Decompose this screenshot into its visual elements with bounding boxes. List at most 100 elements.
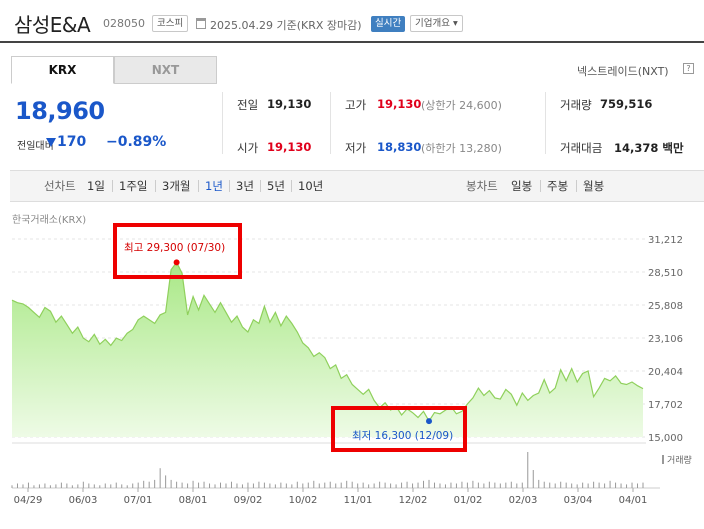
separator bbox=[155, 180, 156, 192]
high-value: 19,130 bbox=[377, 97, 422, 111]
volume-bar bbox=[598, 482, 600, 488]
tab-krx[interactable]: KRX bbox=[11, 56, 114, 84]
divider bbox=[222, 92, 223, 154]
volume-bar bbox=[455, 483, 457, 488]
volume-bar bbox=[44, 483, 46, 488]
x-tick-label: 04/01 bbox=[619, 495, 648, 506]
volume-label: 거래량 bbox=[560, 98, 592, 112]
price-area bbox=[12, 262, 643, 437]
volume-bar bbox=[549, 482, 551, 488]
volume-bar bbox=[71, 485, 73, 488]
volume-bar bbox=[362, 482, 364, 488]
volume-bar bbox=[247, 482, 249, 488]
x-tick-label: 03/04 bbox=[564, 495, 593, 506]
volume-bar bbox=[379, 481, 381, 488]
volume-bar bbox=[82, 481, 84, 488]
volume-bar bbox=[357, 483, 359, 488]
chart-source: 한국거래소(KRX) bbox=[12, 215, 87, 226]
volume-bar bbox=[220, 482, 222, 488]
volume-bar bbox=[587, 483, 589, 488]
volume-bar bbox=[225, 483, 227, 488]
low-point-marker bbox=[426, 418, 433, 425]
date-basis: 2025.04.29 기준(KRX 장마감) bbox=[210, 19, 362, 32]
y-tick-label: 15,000 bbox=[648, 433, 683, 444]
x-tick-label: 09/02 bbox=[234, 495, 263, 506]
volume-bar bbox=[466, 482, 468, 488]
x-tick-label: 12/02 bbox=[399, 495, 428, 506]
amount-label: 거래대금 bbox=[560, 141, 603, 155]
volume-bar bbox=[527, 452, 529, 488]
volume-bar bbox=[11, 485, 13, 488]
candle-monthly[interactable]: 월봉 bbox=[583, 179, 605, 193]
separator bbox=[576, 180, 577, 192]
volume-bar bbox=[148, 481, 150, 488]
candle-weekly[interactable]: 주봉 bbox=[547, 179, 569, 193]
volume-bar bbox=[335, 483, 337, 488]
high-annotation-box bbox=[113, 223, 242, 279]
stock-code: 028050 bbox=[103, 17, 145, 30]
volume-bar bbox=[346, 480, 348, 488]
x-tick-label: 07/01 bbox=[124, 495, 153, 506]
separator bbox=[112, 180, 113, 192]
volume-bar bbox=[274, 484, 276, 488]
volume-bar bbox=[16, 483, 18, 488]
low-annotation-box bbox=[331, 406, 467, 452]
volume-bar bbox=[115, 482, 117, 488]
divider bbox=[545, 92, 546, 154]
volume-bar bbox=[33, 485, 35, 488]
volume-bar bbox=[203, 481, 205, 488]
volume-bar bbox=[318, 483, 320, 488]
volume-bar bbox=[230, 481, 232, 488]
line-chart-label: 선차트 bbox=[44, 179, 76, 193]
volume-bar bbox=[296, 481, 298, 488]
volume-bar bbox=[637, 483, 639, 488]
volume-bar bbox=[176, 481, 178, 488]
high-label: 고가 bbox=[345, 98, 367, 112]
volume-bar bbox=[93, 484, 95, 488]
volume-bar bbox=[66, 483, 68, 488]
help-icon[interactable]: ? bbox=[683, 63, 694, 74]
prev-close-value: 19,130 bbox=[267, 97, 312, 111]
high-point-marker bbox=[173, 259, 180, 266]
volume-bar bbox=[170, 479, 172, 488]
volume-bar bbox=[340, 482, 342, 488]
volume-bar bbox=[505, 482, 507, 488]
range-5y[interactable]: 5년 bbox=[267, 179, 285, 193]
tab-nxt[interactable]: NXT bbox=[114, 56, 217, 84]
high-annotation-label: 최고 29,300 (07/30) bbox=[124, 242, 226, 254]
range-1d[interactable]: 1일 bbox=[87, 179, 105, 193]
volume-bar bbox=[55, 484, 57, 488]
range-1w[interactable]: 1주일 bbox=[119, 179, 148, 193]
current-price: 18,960 bbox=[15, 97, 105, 125]
x-tick-label: 08/01 bbox=[179, 495, 208, 506]
volume-bar bbox=[165, 475, 167, 488]
volume-bar bbox=[593, 481, 595, 488]
volume-bar bbox=[406, 481, 408, 488]
candle-daily[interactable]: 일봉 bbox=[511, 179, 533, 193]
market-badge: 코스피 bbox=[152, 15, 189, 32]
volume-bar bbox=[154, 479, 156, 488]
volume-legend-label: 거래량 bbox=[667, 454, 692, 466]
realtime-badge[interactable]: 실시간 bbox=[371, 16, 406, 32]
company-overview-button[interactable]: 기업개요 ▾ bbox=[410, 15, 463, 32]
volume-bar bbox=[412, 483, 414, 488]
volume-bar bbox=[571, 483, 573, 488]
volume-bar bbox=[280, 482, 282, 488]
volume-bar bbox=[477, 482, 479, 488]
low-label: 저가 bbox=[345, 141, 367, 155]
volume-bar bbox=[516, 483, 518, 488]
volume-bar bbox=[263, 482, 265, 488]
volume-bar bbox=[444, 484, 446, 488]
down-triangle-icon bbox=[46, 138, 56, 147]
range-1y[interactable]: 1년 bbox=[205, 179, 223, 193]
volume-bar bbox=[433, 482, 435, 488]
volume-bar bbox=[241, 484, 243, 488]
range-3y[interactable]: 3년 bbox=[236, 179, 254, 193]
volume-bar bbox=[121, 484, 123, 488]
range-10y[interactable]: 10년 bbox=[298, 179, 324, 193]
volume-bar bbox=[472, 480, 474, 488]
y-tick-label: 31,212 bbox=[648, 235, 683, 246]
volume-bar bbox=[631, 482, 633, 488]
range-3m[interactable]: 3개월 bbox=[162, 179, 191, 193]
